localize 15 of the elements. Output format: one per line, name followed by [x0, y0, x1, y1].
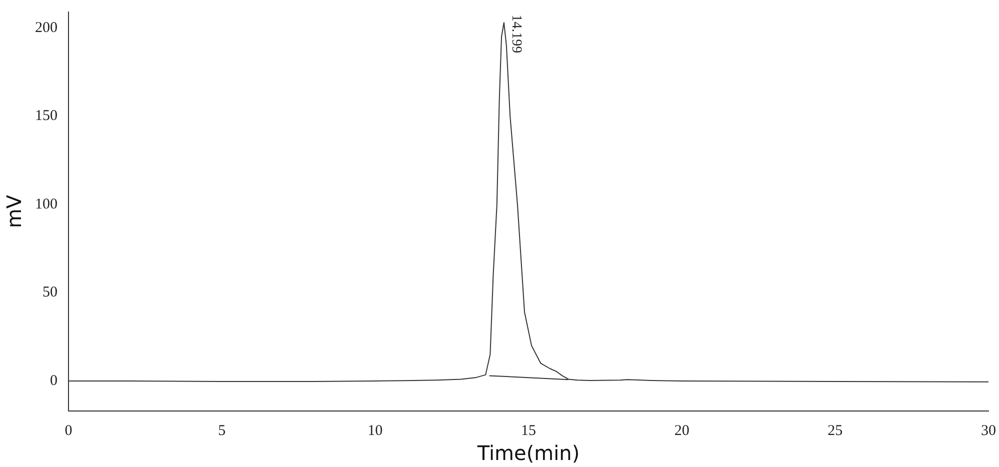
x-tick-label: 10 [368, 422, 383, 439]
y-tick-label: 0 [50, 372, 58, 389]
y-tick-label: 150 [35, 108, 58, 124]
x-tick-label: 5 [218, 422, 226, 439]
y-tick-label: 100 [35, 196, 58, 212]
x-tick-label: 15 [521, 422, 536, 439]
x-axis-title: Time(min) [476, 441, 580, 466]
x-tick-label: 30 [981, 422, 996, 439]
x-tick-label: 0 [64, 422, 72, 439]
x-tick-label: 20 [674, 422, 690, 439]
y-tick-label: 200 [35, 20, 58, 36]
annotation: 14.199 [508, 14, 524, 54]
x-tick-label: 25 [828, 422, 843, 439]
y-axis-title: mV [2, 194, 26, 228]
y-tick-label: 50 [42, 284, 58, 301]
